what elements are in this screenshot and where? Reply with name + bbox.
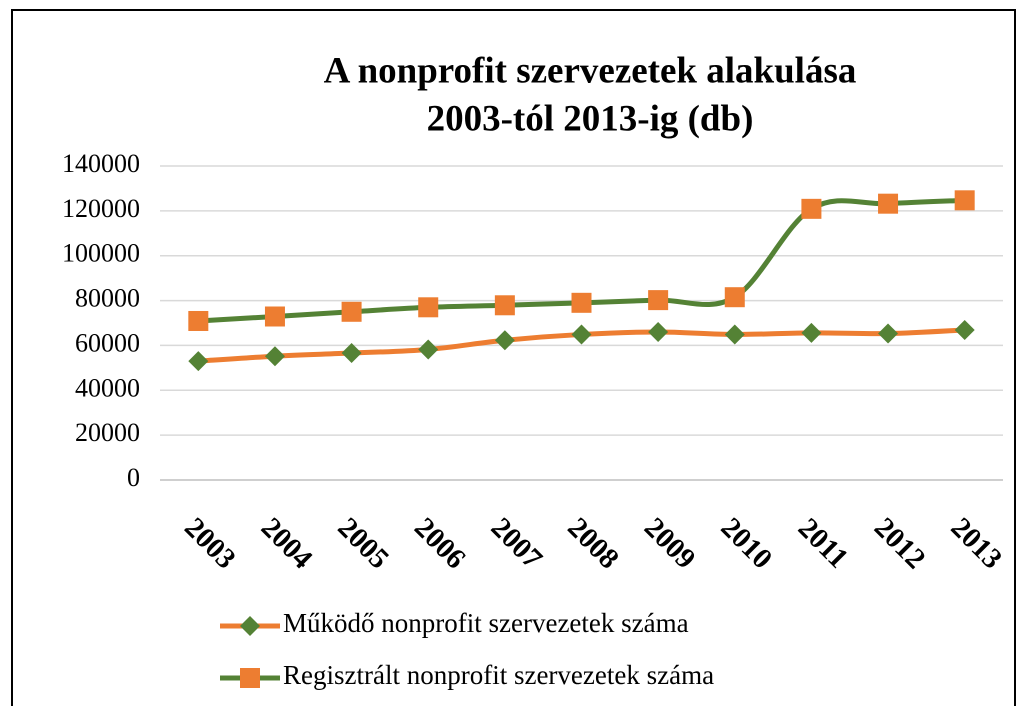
marker [341, 301, 362, 322]
marker [494, 295, 515, 316]
y-tick-label: 120000 [62, 194, 140, 223]
series-line [198, 197, 965, 324]
marker [264, 306, 285, 327]
marker [418, 297, 439, 318]
marker [341, 343, 362, 364]
marker [648, 290, 669, 311]
legend-label: Működő nonprofit szervezetek száma [283, 608, 689, 638]
legend-marker [240, 668, 260, 688]
marker [188, 310, 209, 331]
legend-label: Regisztrált nonprofit szervezetek száma [283, 660, 714, 690]
marker [954, 319, 975, 340]
y-tick-label: 20000 [75, 418, 140, 447]
chart-frame [11, 9, 1016, 706]
chart-title: 2003-tól 2013-ig (db) [427, 98, 754, 139]
marker [648, 321, 669, 342]
y-tick-label: 100000 [62, 239, 140, 268]
y-tick-label: 60000 [75, 328, 140, 357]
marker [724, 324, 745, 345]
marker [878, 193, 899, 214]
marker [878, 323, 899, 344]
chart-title: A nonprofit szervezetek alakulása [324, 50, 857, 91]
marker [494, 330, 515, 351]
marker [571, 324, 592, 345]
marker [801, 322, 822, 343]
y-tick-label: 140000 [62, 149, 140, 178]
y-tick-label: 80000 [75, 284, 140, 313]
y-tick-label: 0 [127, 463, 140, 492]
y-tick-label: 40000 [75, 373, 140, 402]
marker [418, 339, 439, 360]
legend-marker [240, 616, 260, 636]
marker [954, 190, 975, 211]
marker [264, 346, 285, 367]
marker [724, 287, 745, 308]
marker [801, 198, 822, 219]
marker [571, 292, 592, 313]
marker [188, 351, 209, 372]
